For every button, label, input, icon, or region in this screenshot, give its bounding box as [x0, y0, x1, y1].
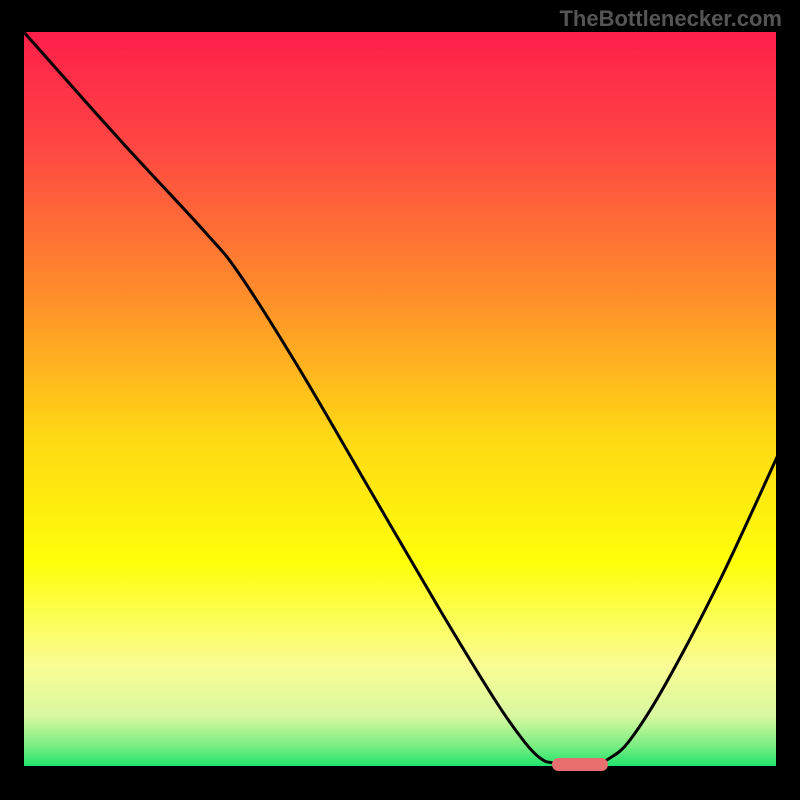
watermark-label: TheBottlenecker.com: [559, 6, 782, 32]
bottleneck-chart: [0, 0, 800, 800]
chart-svg: [0, 0, 800, 800]
optimal-zone-marker: [552, 758, 608, 771]
